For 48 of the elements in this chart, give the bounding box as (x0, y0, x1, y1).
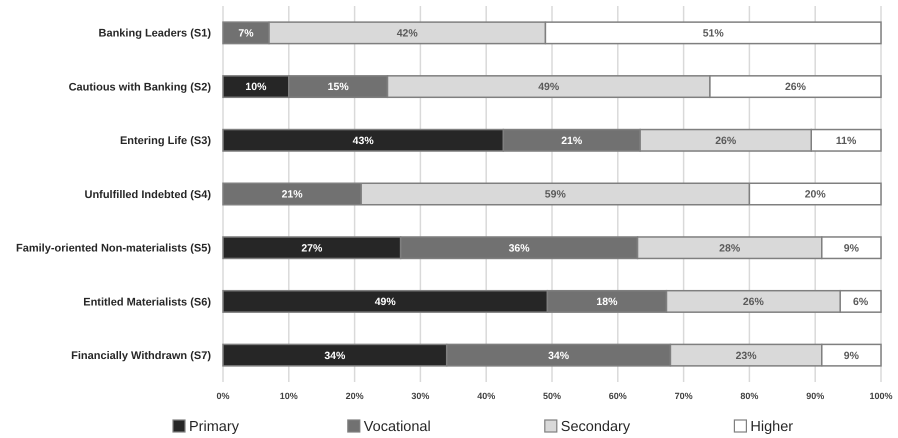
data-label: 34% (324, 350, 346, 362)
data-label: 23% (736, 350, 758, 362)
x-tick-label: 80% (740, 391, 758, 401)
data-label: 21% (561, 134, 583, 147)
x-tick-label: 50% (542, 391, 562, 401)
data-label: 26% (715, 134, 737, 147)
data-label: 49% (374, 296, 396, 308)
data-label: 18% (596, 296, 618, 308)
data-label: 9% (844, 242, 860, 254)
x-tick-label: 100% (869, 391, 893, 401)
data-label: 59% (544, 188, 566, 201)
data-label: 6% (853, 296, 869, 308)
x-tick-label: 90% (806, 391, 824, 401)
data-label: 20% (804, 188, 826, 201)
data-label: 27% (301, 242, 323, 254)
x-tick-label: 70% (674, 391, 693, 401)
data-label: 9% (844, 350, 860, 362)
x-tick-label: 10% (280, 391, 298, 401)
x-tick-label: 20% (346, 391, 364, 401)
data-label: 15% (328, 81, 350, 94)
y-tick-label: Financially Withdrawn (S7) (71, 350, 212, 362)
data-label: 26% (742, 296, 765, 308)
legend-label: Secondary (560, 419, 631, 436)
x-tick-label: 0% (216, 391, 230, 401)
data-label: 36% (508, 242, 530, 254)
y-tick-label: Entering Life (S3) (120, 135, 212, 148)
x-tick-label: 40% (477, 391, 496, 401)
legend-label: Primary (189, 419, 240, 436)
data-label: 51% (702, 28, 724, 40)
data-label: 28% (719, 242, 741, 254)
x-tick-label: 60% (608, 391, 627, 401)
data-label: 26% (784, 81, 807, 94)
data-label: 10% (245, 81, 268, 94)
data-label: 49% (538, 81, 560, 94)
legend-label: Vocational (364, 419, 431, 436)
y-tick-label: Banking Leaders (S1) (98, 28, 212, 40)
data-label: 11% (836, 134, 858, 147)
data-label: 7% (238, 28, 254, 40)
data-label: 34% (548, 350, 570, 362)
y-tick-label: Entitled Materialists (S6) (83, 296, 212, 308)
data-label: 42% (396, 28, 418, 40)
data-label: 43% (352, 134, 374, 147)
data-label: 21% (282, 188, 304, 201)
legend-label: Higher (750, 419, 794, 436)
y-tick-label: Cautious with Banking (S2) (68, 81, 212, 94)
x-tick-label: 30% (411, 391, 430, 401)
y-tick-label: Family-oriented Non-materialists (S5) (16, 242, 212, 255)
y-tick-label: Unfulfilled Indebted (S4) (84, 188, 212, 201)
